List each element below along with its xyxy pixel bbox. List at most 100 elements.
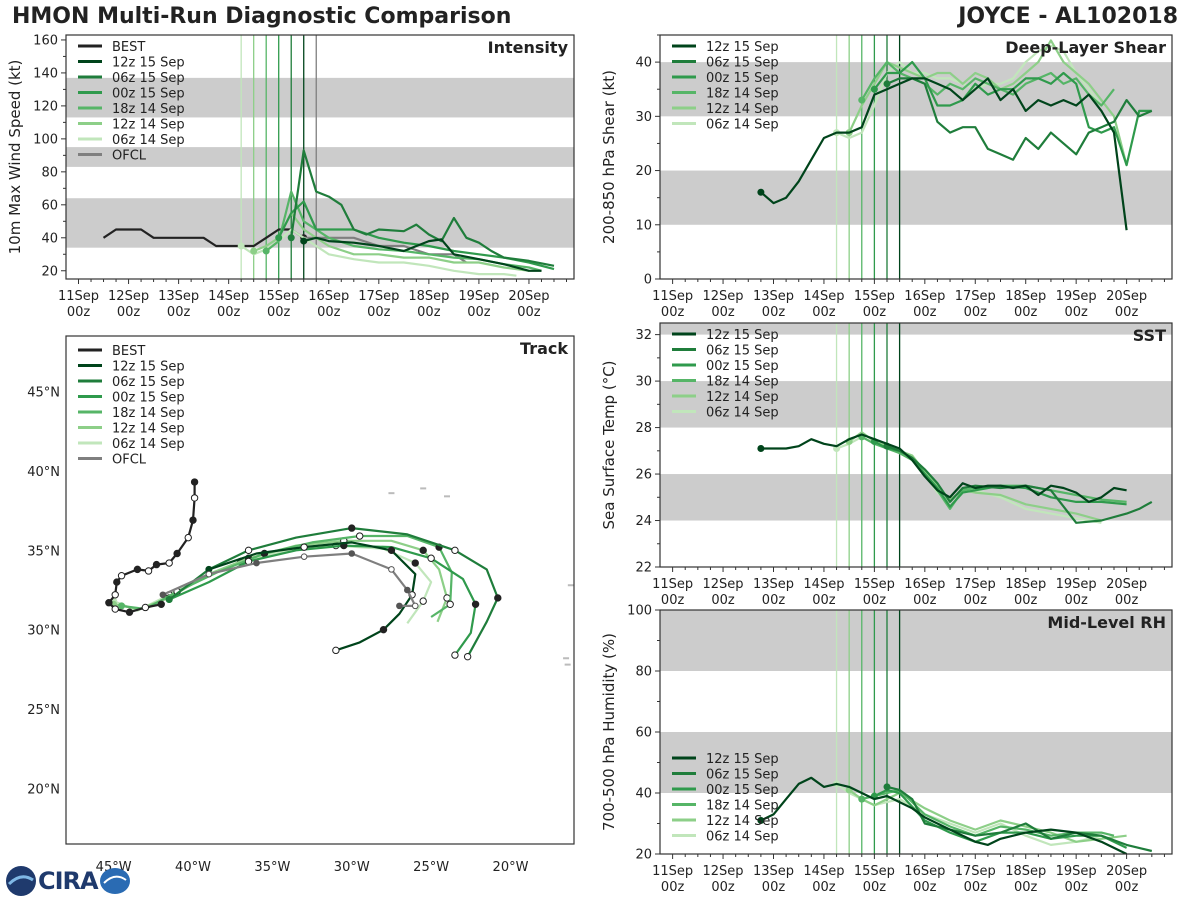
- rh-xtick-label: 00z: [661, 880, 685, 895]
- shear-series-12z-15-sep: [760, 77, 1128, 231]
- sst-xtick-label: 19Sep: [1056, 577, 1097, 592]
- intensity-ytick-label: 60: [41, 198, 58, 213]
- track-point-06z-15-sep: [244, 546, 253, 555]
- intensity-xtick-label: 13Sep: [158, 289, 199, 304]
- shear-ytick-label: 20: [635, 164, 652, 179]
- intensity-series-06z-15-sep: [290, 149, 555, 267]
- sst-ylabel: Sea Surface Temp (°C): [600, 360, 618, 529]
- cira-logo: CIRA: [4, 864, 132, 898]
- track-best-point: [111, 591, 119, 599]
- track-series-12z-15-sep: [208, 541, 417, 652]
- sst-threshold-band: [660, 323, 1172, 335]
- intensity-legend-label: 06z 14 Sep: [112, 133, 185, 148]
- shear-legend-label: 12z 14 Sep: [706, 102, 779, 117]
- shear-xtick-label: 13Sep: [753, 289, 794, 304]
- intensity-ytick-label: 40: [41, 231, 58, 246]
- sst-init-marker-12z-15-sep: [757, 444, 765, 452]
- panel-intensity: 2040608010012014016011Sep00z12Sep00z13Se…: [6, 33, 575, 320]
- rh-xtick-label: 18Sep: [1005, 864, 1046, 879]
- sst-legend-label: 06z 15 Sep: [706, 344, 779, 359]
- sst-legend-label: 12z 15 Sep: [706, 328, 779, 343]
- intensity-series-12z-15-sep: [303, 236, 542, 272]
- track-point-06z-15-sep: [348, 524, 356, 532]
- track-series-06z-14-sep: [113, 544, 433, 624]
- track-best-point: [173, 549, 181, 558]
- rh-xtick-label: 00z: [863, 880, 887, 895]
- rh-xtick-label: 00z: [1014, 880, 1038, 895]
- rh-ylabel: 700-500 hPa Humidity (%): [600, 633, 618, 831]
- track-point-06z-15-sep: [463, 652, 472, 661]
- shear-ytick-label: 0: [644, 273, 652, 288]
- track-point-00z-15-sep: [451, 651, 459, 659]
- intensity-xtick-label: 15Sep: [258, 289, 299, 304]
- track-island: [564, 663, 571, 666]
- rh-xtick-label: 11Sep: [652, 864, 693, 879]
- shear-legend-label: 18z 14 Sep: [706, 87, 779, 102]
- track-ytick-label: 35°N: [27, 544, 60, 559]
- sst-frame: [659, 322, 1173, 568]
- track-best-point: [113, 578, 121, 586]
- intensity-init-marker-12z-14-sep: [250, 247, 258, 255]
- shear-xtick-label: 00z: [812, 305, 836, 320]
- sst-plot-area: [660, 323, 1172, 567]
- chart-title-right: JOYCE - AL102018: [958, 4, 1178, 29]
- intensity-xtick-label: 00z: [217, 305, 241, 320]
- rh-xtick-label: 12Sep: [703, 864, 744, 879]
- track-island: [567, 584, 574, 587]
- intensity-legend-label: 00z 15 Sep: [112, 87, 185, 102]
- rh-series-06z-15-sep: [886, 785, 1153, 853]
- track-ytick-label: 40°N: [27, 465, 60, 480]
- track-plot-area: [105, 478, 574, 856]
- track-island: [460, 854, 466, 856]
- shear-xtick-label: 00z: [711, 305, 735, 320]
- sst-xtick-label: 00z: [964, 593, 988, 608]
- track-ofcl-point: [159, 591, 167, 599]
- track-series-18z-14-sep: [121, 534, 453, 618]
- track-island: [420, 487, 427, 490]
- shear-frame: [659, 34, 1173, 280]
- shear-init-marker-12z-15-sep: [757, 188, 765, 196]
- track-point-18z-14-sep: [355, 532, 364, 540]
- intensity-legend-label: 12z 14 Sep: [112, 118, 185, 133]
- intensity-xtick-label: 00z: [167, 305, 191, 320]
- shear-series-06z-15-sep: [886, 77, 1153, 161]
- sst-ytick-label: 24: [635, 514, 652, 529]
- track-point-06z-15-sep: [451, 546, 459, 555]
- sst-legend-label: 06z 14 Sep: [706, 406, 779, 421]
- sst-series-06z-15-sep: [886, 445, 1153, 524]
- track-ofcl-point: [300, 553, 308, 560]
- sst-xtick-label: 00z: [863, 593, 887, 608]
- rh-xtick-label: 00z: [812, 880, 836, 895]
- sst-xtick-label: 00z: [1064, 593, 1088, 608]
- track-point-00z-15-sep: [471, 600, 480, 608]
- shear-xtick-label: 00z: [762, 305, 786, 320]
- track-legend-label: OFCL: [112, 453, 147, 468]
- sst-xtick-label: 00z: [762, 593, 786, 608]
- track-best-point: [190, 494, 199, 502]
- track-point-06z-14-sep: [411, 559, 419, 567]
- shear-xtick-label: 00z: [1014, 305, 1038, 320]
- rh-threshold-band: [660, 732, 1172, 793]
- track-ofcl-point: [396, 602, 403, 610]
- intensity-xtick-label: 11Sep: [58, 289, 99, 304]
- track-best-point: [111, 605, 119, 613]
- shear-plot-area: [660, 35, 1172, 279]
- track-best-point: [133, 565, 142, 574]
- intensity-threshold-band: [66, 147, 574, 167]
- sst-ytick-label: 22: [635, 561, 652, 576]
- shear-legend-label: 12z 15 Sep: [706, 40, 779, 55]
- rh-ytick-label: 80: [635, 665, 652, 680]
- shear-xtick-label: 16Sep: [904, 289, 945, 304]
- rh-xtick-label: 19Sep: [1056, 864, 1097, 879]
- intensity-xtick-label: 20Sep: [508, 289, 549, 304]
- intensity-legend-label: 18z 14 Sep: [112, 102, 185, 117]
- intensity-series-ofcl: [303, 236, 468, 264]
- sst-xtick-label: 00z: [711, 593, 735, 608]
- intensity-xtick-label: 00z: [467, 305, 491, 320]
- rh-series-12z-14-sep: [848, 789, 1127, 843]
- intensity-threshold-band: [66, 77, 574, 118]
- rh-ytick-label: 60: [635, 726, 652, 741]
- intensity-xtick-label: 00z: [417, 305, 441, 320]
- intensity-init-marker-18z-14-sep: [262, 247, 270, 255]
